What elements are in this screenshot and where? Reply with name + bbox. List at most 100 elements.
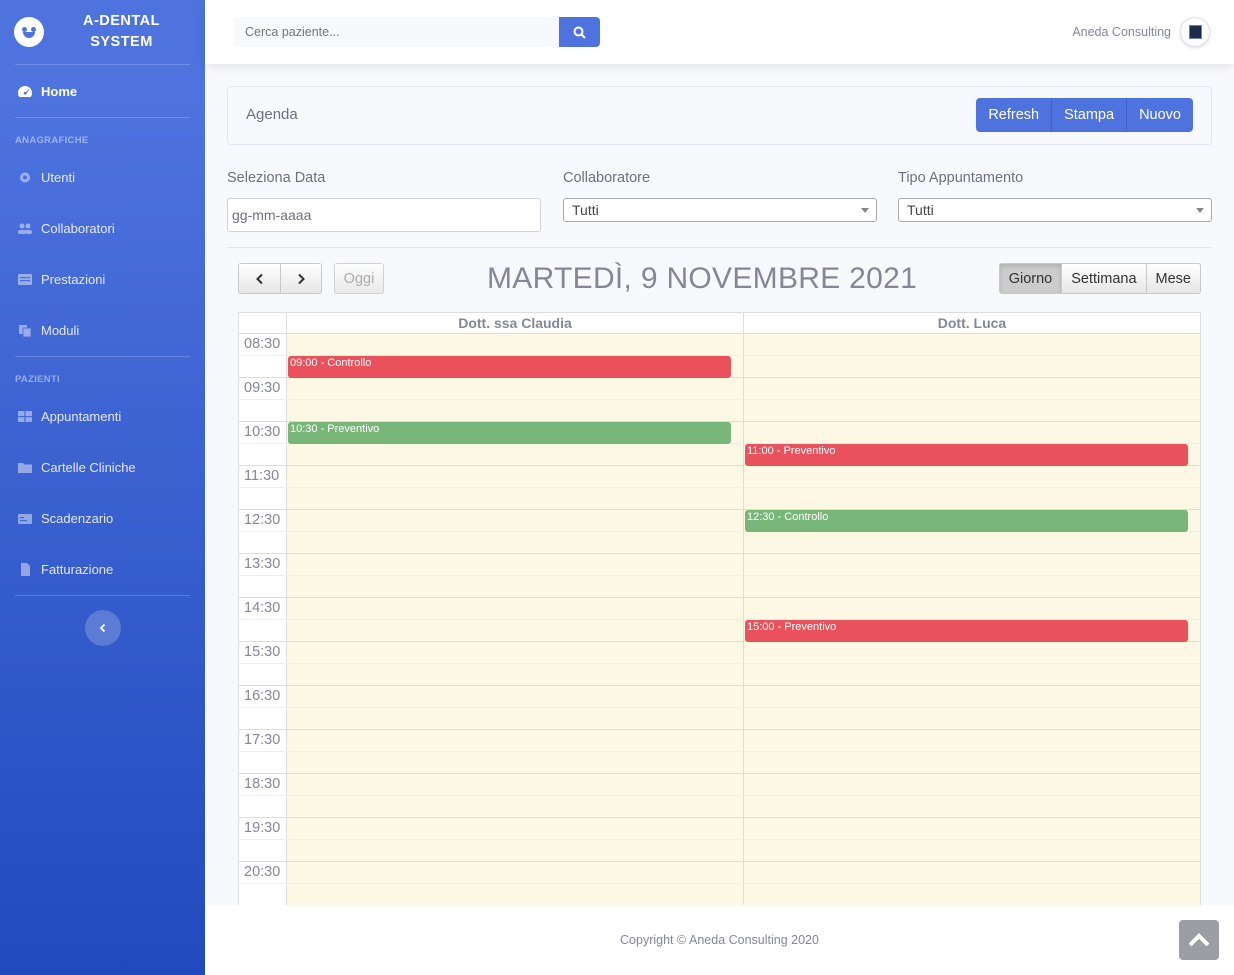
appointment-event[interactable]: 15:00 - Preventivo	[745, 620, 1188, 642]
view-week-button[interactable]: Settimana	[1062, 263, 1147, 294]
date-input[interactable]: gg-mm-aaaa	[227, 198, 541, 232]
sidebar-item-label: Scadenzario	[41, 511, 114, 526]
appointment-type-label: Tipo Appuntamento	[898, 170, 1024, 186]
divider	[227, 247, 1212, 248]
sidebar: A-DENTAL SYSTEM Home ANAGRAFICHE Utenti …	[0, 0, 205, 975]
topbar: Aneda Consulting	[205, 0, 1234, 64]
calendar-grid: Dott. ssa Claudia Dott. Luca 08:30 09:30 1…	[238, 312, 1201, 905]
slot-line	[239, 685, 1200, 686]
calendar-body: 08:30 09:30 10:30 11:30 12:30 13:30 14:30 15:30…	[239, 334, 1200, 905]
angle-up-icon	[1188, 933, 1210, 947]
user-name: Aneda Consulting	[1072, 25, 1171, 39]
sidebar-item-utenti[interactable]: Utenti	[0, 152, 205, 203]
sidebar-divider	[15, 595, 190, 596]
appointment-event[interactable]: 11:00 - Preventivo	[745, 444, 1188, 466]
copy-icon	[19, 325, 32, 337]
resource-header: Dott. ssa Claudia	[286, 313, 743, 333]
slot-line	[239, 751, 1200, 752]
slot-line	[239, 707, 1200, 708]
date-filter: Seleziona Data gg-mm-aaaa	[227, 170, 541, 232]
slot-line	[239, 817, 1200, 818]
slot-line	[239, 399, 1200, 400]
slot-line	[239, 487, 1200, 488]
slot-line	[239, 795, 1200, 796]
folder-icon	[18, 463, 32, 473]
time-label: 15:30	[244, 644, 281, 660]
section-heading-pazienti: PAZIENTI	[15, 374, 60, 385]
slot-line	[239, 531, 1200, 532]
calendar-icon	[18, 514, 32, 524]
slot-line	[239, 355, 1200, 356]
view-day-button[interactable]: Giorno	[998, 263, 1063, 294]
sidebar-item-appuntamenti[interactable]: Appuntamenti	[0, 391, 205, 442]
slot-line	[239, 663, 1200, 664]
appointment-event[interactable]: 10:30 - Preventivo	[288, 422, 731, 444]
refresh-button[interactable]: Refresh	[976, 98, 1053, 132]
brand[interactable]: A-DENTAL SYSTEM	[0, 0, 205, 64]
avatar[interactable]	[1180, 17, 1210, 47]
today-button[interactable]: Oggi	[334, 263, 384, 294]
time-label: 14:30	[244, 600, 281, 616]
next-day-button[interactable]	[281, 263, 322, 294]
section-heading-anagrafiche: ANAGRAFICHE	[15, 135, 89, 146]
brand-line-2: SYSTEM	[90, 34, 153, 50]
slot-line	[239, 509, 1200, 510]
sidebar-item-label: Prestazioni	[41, 272, 106, 287]
search-icon	[573, 26, 586, 39]
chevron-left-icon	[99, 623, 105, 633]
time-axis: 08:30 09:30 10:30 11:30 12:30 13:30 14:30 15:30…	[239, 334, 286, 905]
collaborator-filter: Collaboratore Tutti	[563, 170, 877, 222]
calendar-header: Dott. ssa Claudia Dott. Luca	[239, 313, 1200, 334]
chevron-right-icon	[298, 273, 305, 284]
sidebar-item-cartelle-cliniche[interactable]: Cartelle Cliniche	[0, 442, 205, 493]
appointment-type-select[interactable]: Tutti	[898, 198, 1212, 222]
slot-line	[239, 839, 1200, 840]
search-button[interactable]	[559, 17, 600, 47]
sidebar-item-label: Cartelle Cliniche	[41, 460, 136, 475]
sidebar-item-label: Utenti	[41, 170, 75, 185]
time-label: 17:30	[244, 732, 281, 748]
time-label: 13:30	[244, 556, 281, 572]
print-button[interactable]: Stampa	[1052, 98, 1128, 132]
file-icon	[21, 563, 30, 576]
new-appointment-button[interactable]: Nuovo	[1127, 98, 1193, 132]
collaborator-select[interactable]: Tutti	[563, 198, 877, 222]
scroll-to-top-button[interactable]	[1179, 920, 1219, 960]
appointment-event[interactable]: 12:30 - Controllo	[745, 510, 1188, 532]
slot-line	[239, 773, 1200, 774]
time-label: 08:30	[244, 336, 281, 352]
sidebar-item-label: Moduli	[41, 323, 80, 338]
page-title: Agenda	[246, 106, 298, 123]
view-month-button[interactable]: Mese	[1146, 263, 1201, 294]
user-avatar-icon	[1188, 25, 1202, 39]
time-label: 10:30	[244, 424, 281, 440]
sidebar-item-label: Fatturazione	[41, 562, 114, 577]
sidebar-item-moduli[interactable]: Moduli	[0, 305, 205, 356]
slot-line	[239, 729, 1200, 730]
resource-header: Dott. Luca	[743, 313, 1200, 333]
calendar-title: MARTEDÌ, 9 NOVEMBRE 2021	[487, 262, 918, 295]
sidebar-item-fatturazione[interactable]: Fatturazione	[0, 544, 205, 595]
brand-line-1: A-DENTAL	[82, 13, 161, 29]
prev-day-button[interactable]	[238, 263, 281, 294]
sidebar-item-home[interactable]: Home	[0, 65, 205, 117]
time-label: 16:30	[244, 688, 281, 704]
search-input[interactable]	[234, 17, 559, 47]
sidebar-item-scadenzario[interactable]: Scadenzario	[0, 493, 205, 544]
appointment-type-filter: Tipo Appuntamento Tutti	[898, 170, 1212, 222]
agenda-header-card: Agenda Refresh Stampa Nuovo	[227, 86, 1212, 145]
laughing-face-icon	[14, 17, 44, 47]
appointment-event[interactable]: 09:00 - Controllo	[288, 356, 731, 378]
main-content: Agenda Refresh Stampa Nuovo Seleziona Da…	[205, 64, 1234, 905]
sidebar-item-label: Appuntamenti	[41, 409, 122, 424]
sidebar-item-prestazioni[interactable]: Prestazioni	[0, 254, 205, 305]
slot-line	[239, 575, 1200, 576]
footer: Copyright © Aneda Consulting 2020	[205, 905, 1234, 975]
sidebar-toggle-button[interactable]	[84, 610, 121, 646]
slot-line	[239, 597, 1200, 598]
calendar-toolbar: Oggi MARTEDÌ, 9 NOVEMBRE 2021 Giorno Set…	[238, 262, 1201, 295]
slot-line	[239, 421, 1200, 422]
sidebar-item-collaboratori[interactable]: Collaboratori	[0, 203, 205, 254]
user-menu[interactable]: Aneda Consulting	[1072, 17, 1210, 47]
filters: Seleziona Data gg-mm-aaaa Collaboratore …	[227, 170, 1212, 234]
